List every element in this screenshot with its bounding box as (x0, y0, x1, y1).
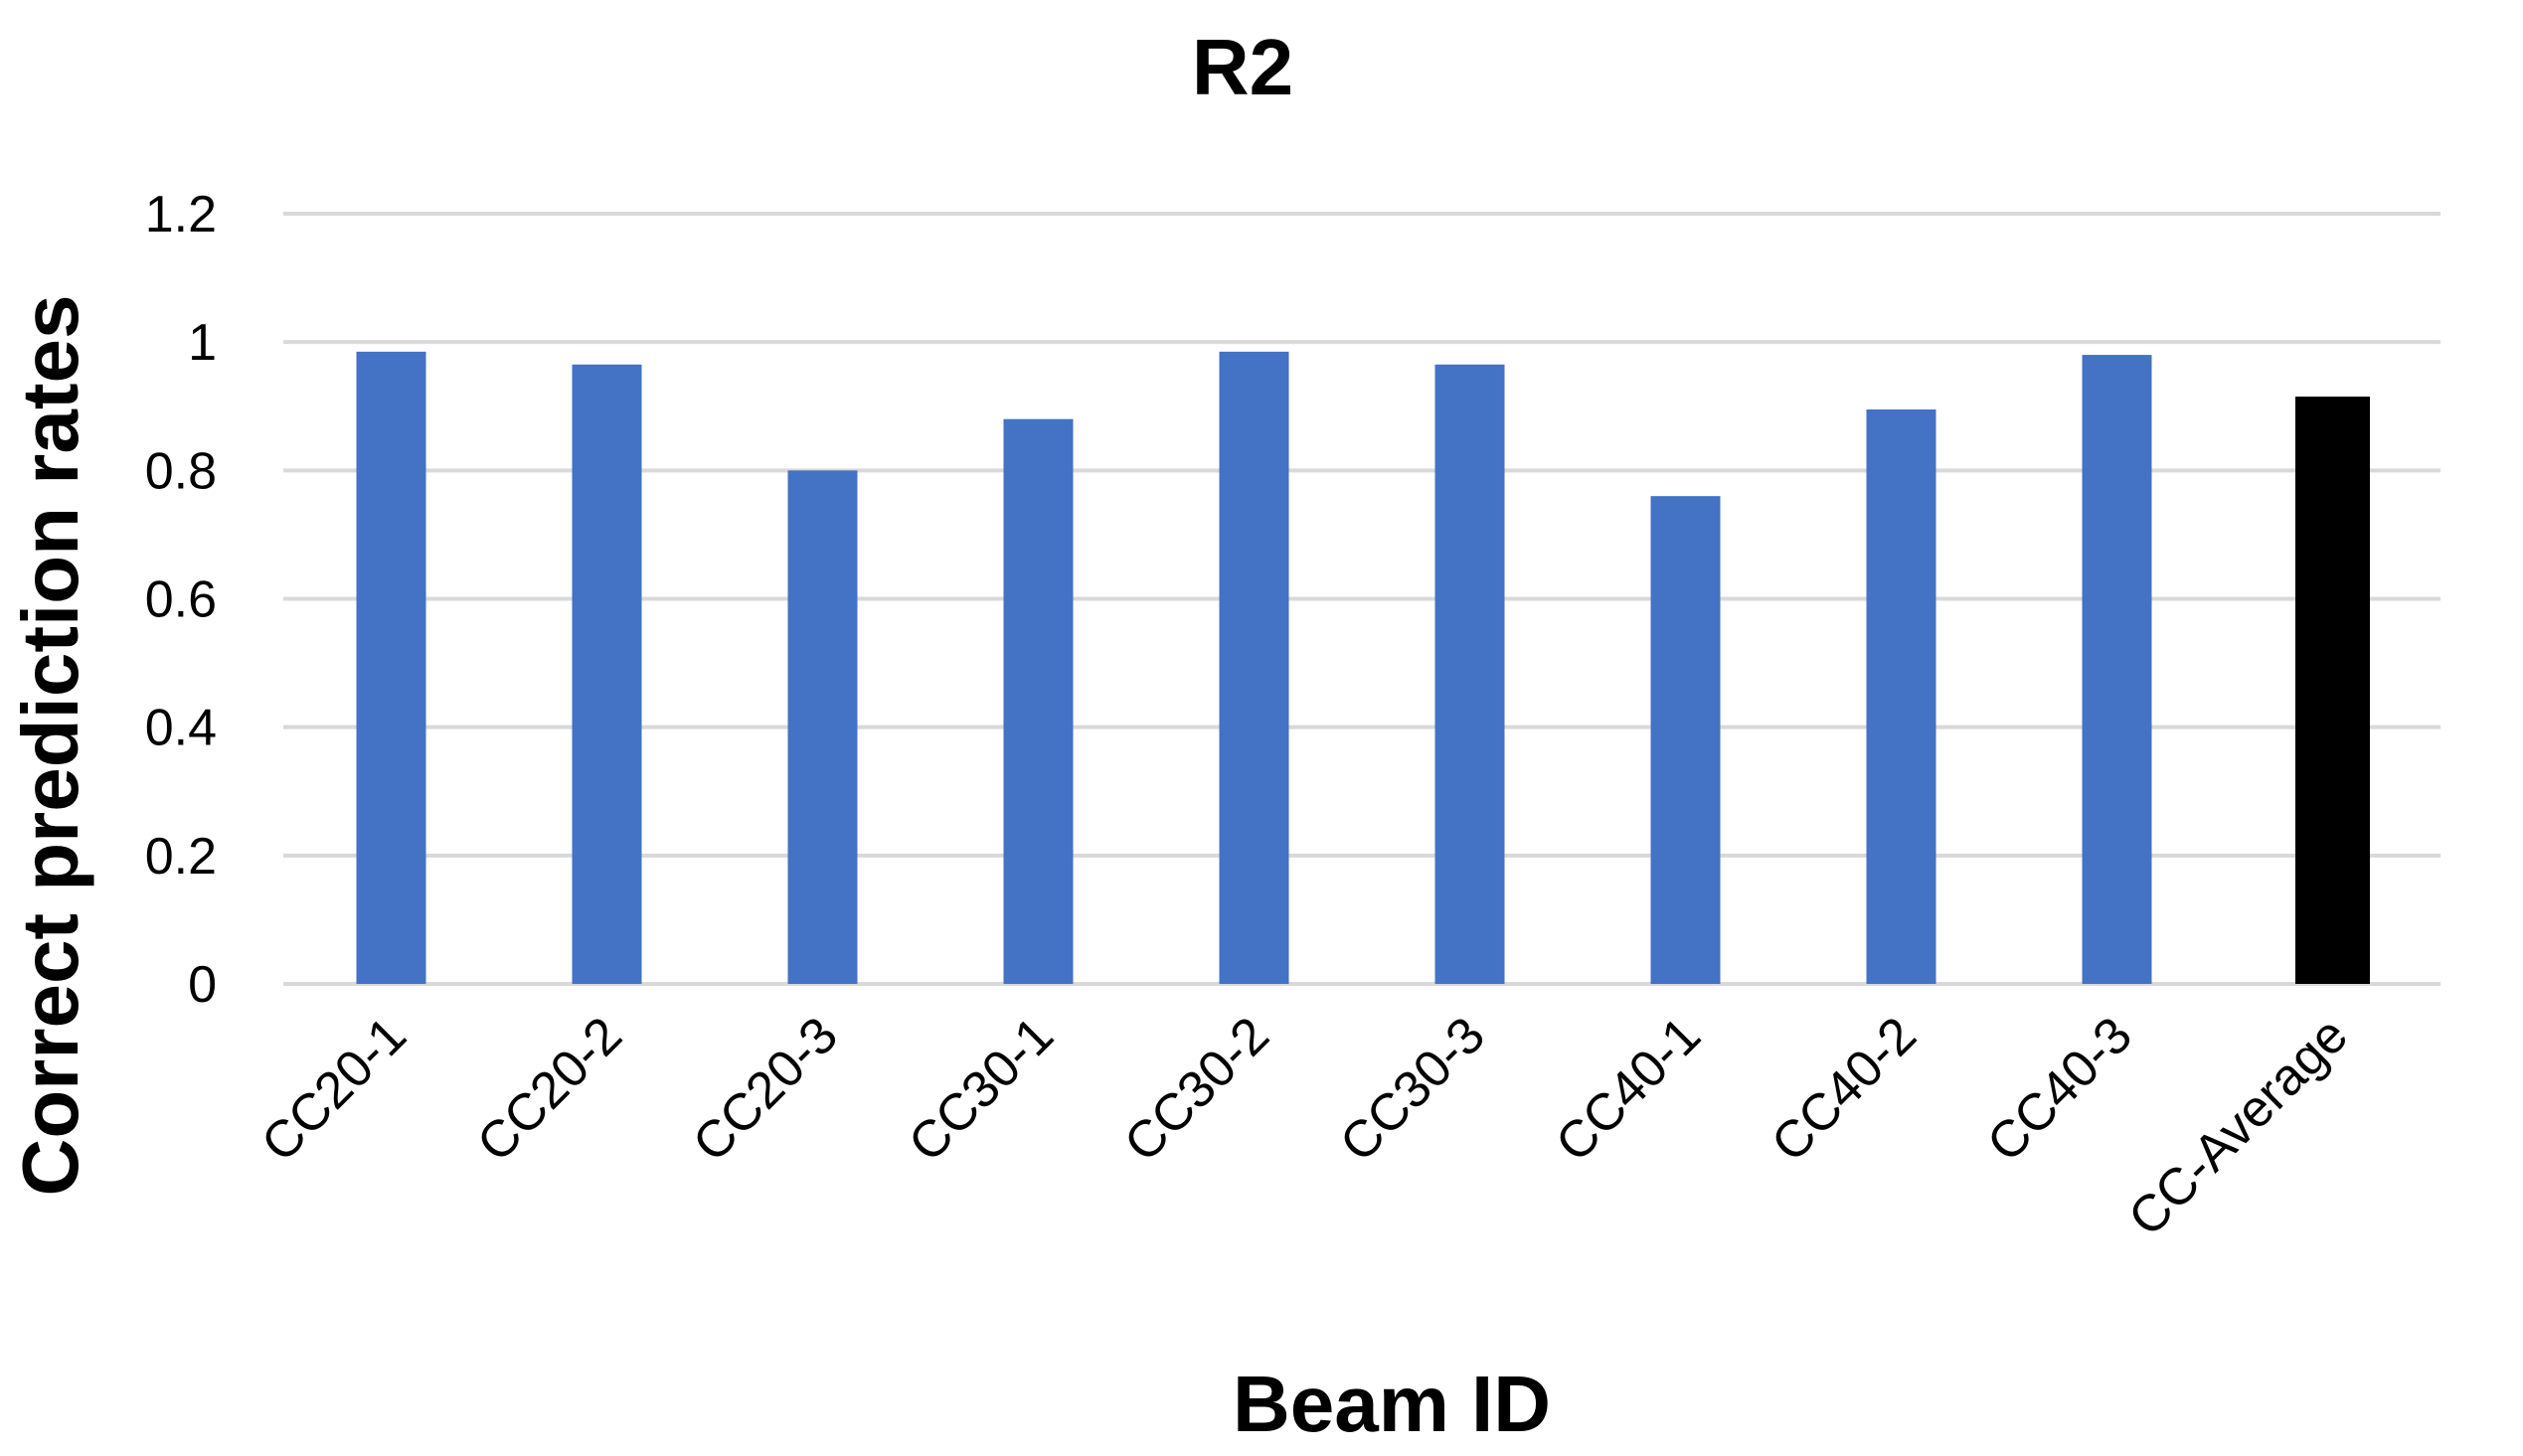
y-tick-label: 0.8 (145, 442, 217, 500)
y-tick-label: 1.2 (145, 186, 217, 243)
x-tick-label: CC30-2 (1113, 1006, 1280, 1173)
x-tick-label: CC20-2 (466, 1006, 633, 1173)
x-tick-label: CC40-3 (1976, 1006, 2143, 1173)
bar-cc40-1 (1650, 496, 1721, 984)
y-tick-label: 0.4 (145, 700, 217, 757)
bar-cc40-2 (1866, 408, 1936, 985)
x-tick-label: CC40-1 (1545, 1006, 1712, 1173)
y-axis-ticks: 0 0.2 0.4 0.6 0.8 1 1.2 (145, 186, 217, 1014)
gridlines (283, 212, 2440, 986)
y-tick-label: 0.6 (145, 571, 217, 629)
x-tick-label: CC30-3 (1329, 1006, 1496, 1173)
y-tick-label: 1 (188, 314, 217, 372)
bar-cc30-1 (1003, 418, 1074, 985)
bar-cc20-2 (572, 364, 642, 984)
bar-cc20-1 (356, 351, 426, 985)
bar-cc40-3 (2082, 355, 2152, 984)
bars (356, 351, 2370, 985)
bar-cc30-2 (1219, 351, 1289, 985)
x-tick-label: CC20-3 (682, 1006, 849, 1173)
y-axis-label: Correct prediction rates (6, 295, 94, 1197)
x-tick-label: CC30-1 (898, 1006, 1065, 1173)
x-tick-label: CC40-2 (1761, 1006, 1928, 1173)
y-tick-label: 0.2 (145, 828, 217, 886)
y-tick-label: 0 (188, 956, 217, 1014)
bar-cc20-3 (787, 470, 858, 984)
chart-title: R2 (1192, 23, 1293, 111)
bar-cc-average (2295, 397, 2370, 984)
x-axis-label: Beam ID (1233, 1360, 1551, 1448)
bar-cc30-3 (1434, 364, 1505, 984)
x-axis-ticks: CC20-1 CC20-2 CC20-3 CC30-1 CC30-2 CC30-3 CC40… (251, 1006, 2359, 1247)
x-tick-label: CC-Average (2117, 1006, 2359, 1247)
x-tick-label: CC20-1 (251, 1006, 418, 1173)
